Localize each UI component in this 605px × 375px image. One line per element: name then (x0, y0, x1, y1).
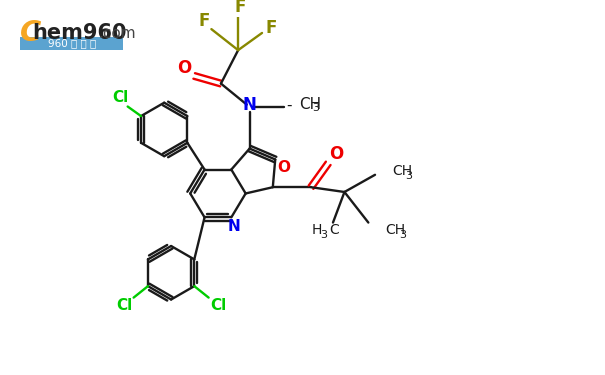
Text: 3: 3 (313, 104, 319, 113)
Text: C: C (20, 19, 42, 47)
Text: CH: CH (392, 164, 413, 178)
Text: -: - (286, 98, 292, 113)
Text: CH: CH (299, 97, 321, 112)
Text: F: F (266, 19, 277, 37)
Text: C: C (329, 223, 339, 237)
Text: 3: 3 (399, 230, 406, 240)
Text: 960 化 工 网: 960 化 工 网 (48, 39, 96, 48)
Text: Cl: Cl (210, 298, 226, 313)
Text: O: O (329, 145, 343, 163)
Text: H: H (312, 223, 322, 237)
Text: hem960: hem960 (33, 23, 127, 43)
Text: N: N (228, 219, 241, 234)
Text: .com: .com (99, 26, 136, 41)
Text: CH: CH (385, 223, 406, 237)
Text: F: F (234, 0, 246, 16)
Text: Cl: Cl (112, 90, 128, 105)
Text: 3: 3 (321, 230, 327, 240)
Text: N: N (243, 96, 257, 114)
Text: O: O (277, 160, 290, 175)
Text: O: O (177, 59, 192, 77)
Text: Cl: Cl (116, 298, 132, 313)
Text: 3: 3 (405, 171, 413, 181)
FancyBboxPatch shape (20, 37, 123, 50)
Text: F: F (198, 12, 209, 30)
